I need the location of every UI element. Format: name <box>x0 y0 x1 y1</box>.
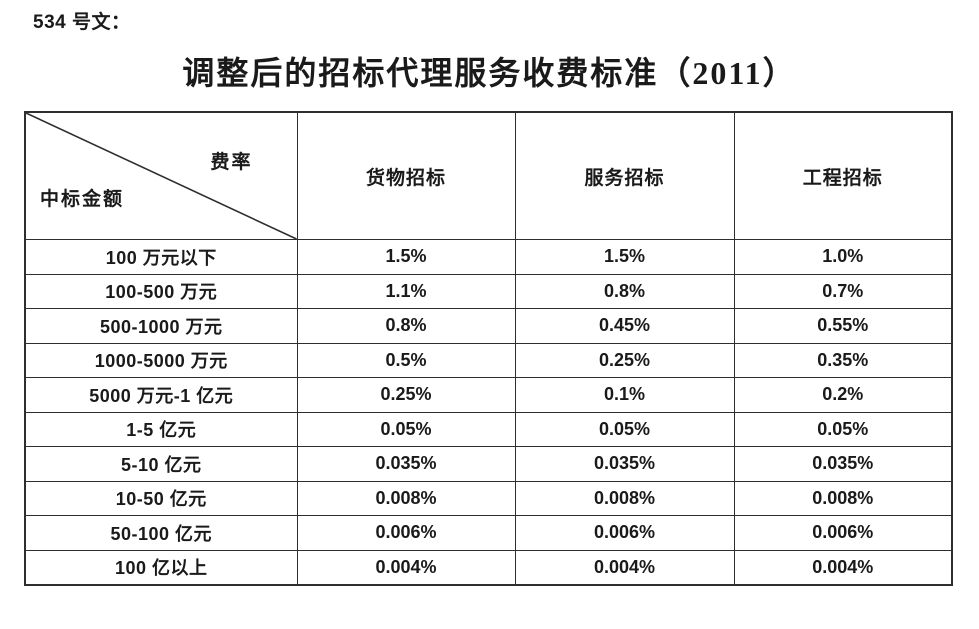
amount-cell: 1-5 亿元 <box>24 411 298 447</box>
amount-cell: 100-500 万元 <box>24 273 298 309</box>
table-row: 1-5 亿元 0.05% 0.05% 0.05% <box>24 411 953 447</box>
amount-cell: 500-1000 万元 <box>24 308 298 344</box>
table-row: 100-500 万元 1.1% 0.8% 0.7% <box>24 273 953 309</box>
amount-cell: 100 亿以上 <box>24 549 298 586</box>
engineering-rate-cell: 0.05% <box>733 411 953 447</box>
table-row: 50-100 亿元 0.006% 0.006% 0.006% <box>24 515 953 551</box>
service-rate-cell: 0.035% <box>514 446 735 482</box>
engineering-rate-cell: 0.004% <box>733 549 953 586</box>
goods-rate-cell: 0.5% <box>296 342 516 378</box>
service-rate-cell: 0.008% <box>514 480 735 516</box>
service-rate-cell: 0.006% <box>514 515 735 551</box>
table-row: 5000 万元-1 亿元 0.25% 0.1% 0.2% <box>24 377 953 413</box>
engineering-rate-cell: 0.55% <box>733 308 953 344</box>
table-row: 5-10 亿元 0.035% 0.035% 0.035% <box>24 446 953 482</box>
corner-amount-label: 中标金额 <box>40 189 125 210</box>
column-header-engineering: 工程招标 <box>733 111 953 240</box>
amount-cell: 1000-5000 万元 <box>24 342 298 378</box>
service-rate-cell: 0.05% <box>514 411 735 447</box>
page-title: 调整后的招标代理服务收费标准（2011） <box>182 55 797 91</box>
table-row: 10-50 亿元 0.008% 0.008% 0.008% <box>24 480 953 516</box>
engineering-rate-cell: 1.0% <box>733 239 953 275</box>
engineering-rate-cell: 0.035% <box>733 446 953 482</box>
goods-rate-cell: 0.006% <box>296 515 516 551</box>
diagonal-divider-line <box>26 113 297 239</box>
table-row: 100 万元以下 1.5% 1.5% 1.0% <box>24 239 953 275</box>
engineering-rate-cell: 0.7% <box>733 273 953 309</box>
corner-rate-label: 费率 <box>210 152 253 173</box>
goods-rate-cell: 0.8% <box>296 308 516 344</box>
table-row: 500-1000 万元 0.8% 0.45% 0.55% <box>24 308 953 344</box>
amount-cell: 5-10 亿元 <box>24 446 298 482</box>
goods-rate-cell: 0.25% <box>296 377 516 413</box>
amount-cell: 10-50 亿元 <box>24 480 298 516</box>
amount-cell: 5000 万元-1 亿元 <box>24 377 298 413</box>
engineering-rate-cell: 0.008% <box>733 480 953 516</box>
table-row: 1000-5000 万元 0.5% 0.25% 0.35% <box>24 342 953 378</box>
service-rate-cell: 0.004% <box>514 549 735 586</box>
goods-rate-cell: 1.5% <box>296 239 516 275</box>
goods-rate-cell: 0.05% <box>296 411 516 447</box>
table-header-row: 费率 中标金额 货物招标 服务招标 工程招标 <box>24 111 953 240</box>
service-rate-cell: 0.45% <box>514 308 735 344</box>
goods-rate-cell: 0.035% <box>296 446 516 482</box>
fee-standard-table: 费率 中标金额 货物招标 服务招标 工程招标 100 万元以下 1.5% 1.5… <box>24 111 953 586</box>
doc-number-label: 534 号文： <box>33 12 131 33</box>
goods-rate-cell: 0.004% <box>296 549 516 586</box>
service-rate-cell: 0.25% <box>514 342 735 378</box>
service-rate-cell: 1.5% <box>514 239 735 275</box>
goods-rate-cell: 0.008% <box>296 480 516 516</box>
goods-rate-cell: 1.1% <box>296 273 516 309</box>
service-rate-cell: 0.8% <box>514 273 735 309</box>
column-header-goods: 货物招标 <box>296 111 516 240</box>
service-rate-cell: 0.1% <box>514 377 735 413</box>
amount-cell: 50-100 亿元 <box>24 515 298 551</box>
table-row: 100 亿以上 0.004% 0.004% 0.004% <box>24 549 953 586</box>
engineering-rate-cell: 0.2% <box>733 377 953 413</box>
engineering-rate-cell: 0.006% <box>733 515 953 551</box>
corner-header-cell: 费率 中标金额 <box>24 111 298 240</box>
amount-cell: 100 万元以下 <box>24 239 298 275</box>
engineering-rate-cell: 0.35% <box>733 342 953 378</box>
column-header-service: 服务招标 <box>514 111 735 240</box>
